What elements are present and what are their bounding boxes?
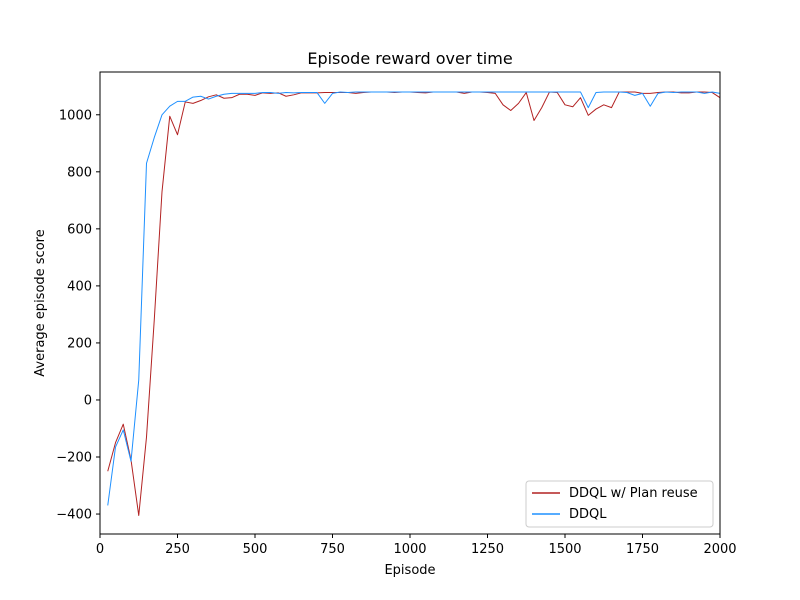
y-tick-label: −400 [56, 508, 92, 523]
series-layer [107, 91, 721, 516]
x-tick-label: 1750 [626, 542, 659, 557]
x-tick-label: 0 [96, 542, 104, 557]
legend-box [525, 480, 714, 528]
x-tick-label: 750 [320, 542, 345, 557]
x-tick-label: 250 [165, 542, 190, 557]
y-tick-label: 400 [67, 279, 92, 294]
y-tick-label: 200 [67, 336, 92, 351]
y-axis-ticks: −400 −200 0 200 400 600 800 1000 [56, 108, 100, 523]
y-tick-label: 1000 [59, 108, 92, 123]
series-line-ddql [107, 91, 721, 506]
plot-area [100, 72, 720, 534]
y-tick-label: 800 [67, 165, 92, 180]
y-tick-label: 0 [84, 393, 92, 408]
y-axis-label: Average episode score [33, 229, 48, 376]
y-tick-label: −200 [56, 451, 92, 466]
x-axis-ticks: 0 250 500 750 1000 1250 1500 1750 2000 [96, 534, 737, 557]
legend-label-ddql: DDQL [569, 507, 607, 522]
legend: DDQL w/ Plan reuse DDQL [525, 480, 714, 528]
x-tick-label: 2000 [703, 542, 736, 557]
legend-label-ddql-plan-reuse: DDQL w/ Plan reuse [569, 486, 698, 501]
x-tick-label: 1000 [393, 542, 426, 557]
x-axis-label: Episode [384, 563, 435, 578]
y-tick-label: 600 [67, 222, 92, 237]
chart-title: Episode reward over time [307, 49, 512, 68]
x-tick-label: 500 [243, 542, 268, 557]
x-tick-label: 1250 [471, 542, 504, 557]
x-tick-label: 1500 [548, 542, 581, 557]
